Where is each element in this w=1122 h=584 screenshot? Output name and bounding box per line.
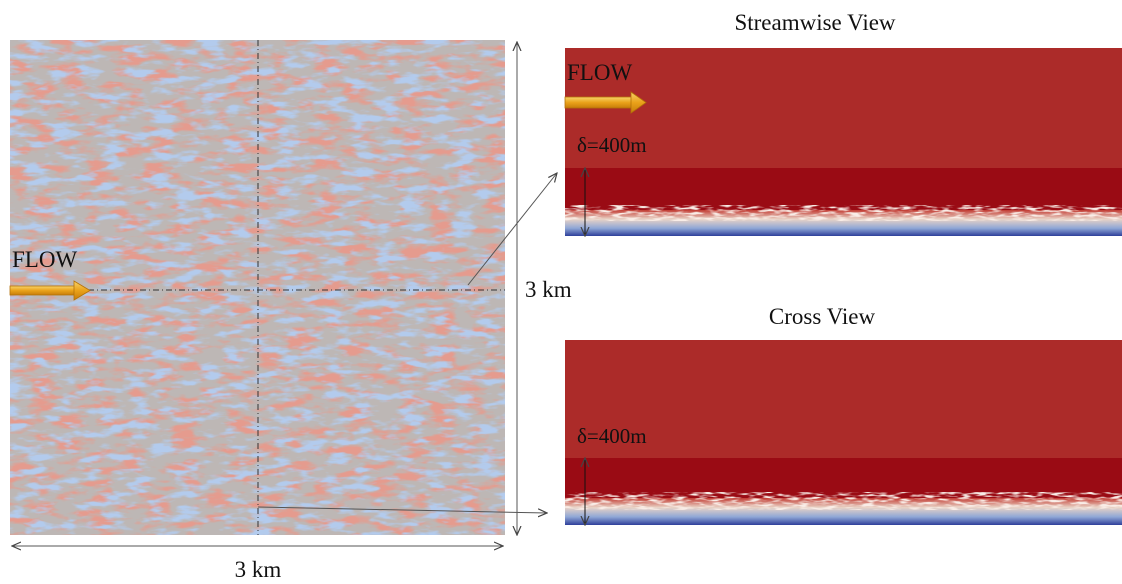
connector	[257, 506, 547, 513]
height-label: 3 km	[525, 277, 572, 302]
thickness-label: δ=400m	[577, 133, 647, 157]
view-title: Streamwise View	[734, 10, 895, 35]
view-title: Cross View	[769, 304, 876, 329]
flow-label: FLOW	[12, 247, 77, 272]
connector	[467, 173, 557, 286]
flow-label: FLOW	[567, 60, 632, 85]
thickness-label: δ=400m	[577, 424, 647, 448]
streamwise-slice	[564, 48, 1122, 236]
horizontal-slice	[9, 40, 505, 535]
cross-slice	[565, 340, 1122, 525]
width-label: 3 km	[235, 557, 282, 582]
